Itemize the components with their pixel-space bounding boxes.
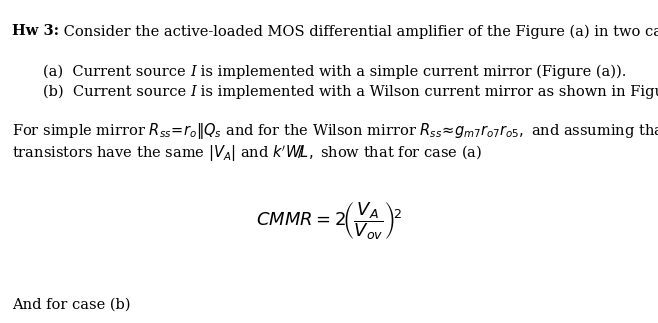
Text: is implemented with a Wilson current mirror as shown in Figure (b): is implemented with a Wilson current mir… [196, 85, 658, 99]
Text: (b)  Current source: (b) Current source [43, 85, 191, 99]
Text: (a)  Current source: (a) Current source [43, 65, 190, 78]
Text: I: I [190, 65, 196, 78]
Text: Consider the active-loaded MOS differential amplifier of the Figure (a) in two c: Consider the active-loaded MOS different… [59, 24, 658, 39]
Text: For simple mirror $R_{ss}\!=\!r_o\|Q_s$ and for the Wilson mirror $R_{ss}\!\appr: For simple mirror $R_{ss}\!=\!r_o\|Q_s$ … [12, 121, 658, 141]
Text: $\mathit{CMMR} = 2\!\left(\dfrac{V_A}{V_{ov}}\right)^{\!2}$: $\mathit{CMMR} = 2\!\left(\dfrac{V_A}{V_… [256, 200, 402, 242]
Text: And for case (b): And for case (b) [12, 297, 130, 311]
Text: Hw 3:: Hw 3: [12, 24, 59, 38]
Text: is implemented with a simple current mirror (Figure (a)).: is implemented with a simple current mir… [196, 65, 626, 79]
Text: I: I [191, 85, 196, 99]
Text: transistors have the same $|V_A|$ and $k'W\!/\!L,$ show that for case (a): transistors have the same $|V_A|$ and $k… [12, 144, 482, 164]
